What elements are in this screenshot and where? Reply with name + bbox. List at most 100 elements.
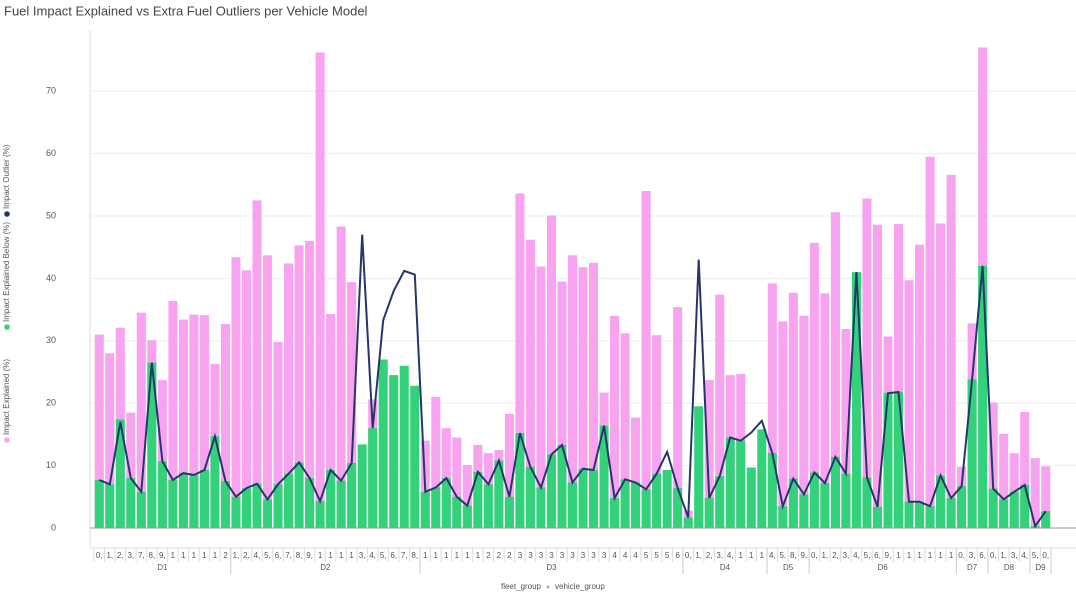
- bar: [988, 402, 998, 529]
- x-tick-label: 1: [202, 551, 207, 560]
- bar: [652, 335, 662, 529]
- bar: [368, 428, 378, 529]
- bar: [599, 425, 609, 529]
- x-tick-label: 1: [739, 551, 744, 560]
- x-tick-label: 3,: [1011, 551, 1018, 560]
- x-tick-label: 3,: [359, 551, 366, 560]
- x-tick-label: 1: [444, 551, 449, 560]
- x-tick-label: 1,: [822, 551, 829, 560]
- bar: [241, 488, 252, 529]
- bar: [536, 266, 546, 529]
- bar: [178, 473, 188, 529]
- x-tick-label: 9,: [159, 551, 166, 560]
- bar: [189, 314, 199, 529]
- bar: [273, 342, 283, 529]
- bar: [578, 267, 588, 529]
- bar: [315, 501, 325, 529]
- x-tick-label: 8,: [411, 551, 418, 560]
- bar: [262, 255, 273, 529]
- bar: [525, 466, 535, 529]
- bar: [578, 468, 588, 529]
- bar: [420, 491, 430, 529]
- legend-label: Impact Explained Below (%): [2, 222, 11, 322]
- bar: [441, 478, 451, 529]
- bar: [1020, 484, 1030, 529]
- x-tick-label: 1: [192, 551, 197, 560]
- bar: [294, 462, 304, 529]
- x-tick-label: 3,: [127, 551, 134, 560]
- x-tick-label: 3: [581, 551, 586, 560]
- bar: [347, 463, 357, 529]
- x-tick-label: 3: [591, 551, 596, 560]
- chart-title: Fuel Impact Explained vs Extra Fuel Outl…: [4, 3, 368, 18]
- bar: [294, 245, 304, 529]
- x-tick-label: 1: [917, 551, 922, 560]
- bar: [431, 487, 441, 529]
- bar: [641, 489, 651, 529]
- group-label: D3: [546, 563, 557, 572]
- bar: [999, 433, 1009, 529]
- bar: [399, 365, 409, 529]
- bar: [925, 506, 935, 529]
- bar: [105, 484, 115, 529]
- x-tick-label: 8,: [790, 551, 797, 560]
- bar: [199, 469, 209, 529]
- x-tick-label: 2: [507, 551, 512, 560]
- x-tick-label: 6,: [874, 551, 881, 560]
- bar: [809, 242, 819, 529]
- x-tick-label: 3: [549, 551, 554, 560]
- bar: [683, 517, 693, 529]
- legend-item: Impact Outlier (%): [2, 144, 11, 217]
- bar: [820, 293, 830, 529]
- bar: [946, 174, 956, 529]
- bar: [515, 433, 525, 529]
- bar: [799, 315, 809, 529]
- bar: [452, 437, 462, 529]
- legend-item: Impact Explained (%): [2, 359, 11, 443]
- bar: [389, 375, 399, 529]
- group-label: D4: [720, 563, 731, 572]
- bar: [525, 239, 535, 529]
- bar: [199, 315, 209, 529]
- bar: [210, 436, 220, 529]
- y-tick-label: 60: [46, 148, 56, 158]
- group-label: D5: [783, 563, 794, 572]
- bar: [189, 474, 199, 529]
- bar: [704, 498, 714, 529]
- bar: [715, 294, 725, 529]
- bar: [1041, 466, 1051, 529]
- bar: [336, 226, 346, 529]
- x-tick-label: 5: [644, 551, 649, 560]
- x-tick-label: 7,: [138, 551, 145, 560]
- x-tick-label: 0,: [685, 551, 692, 560]
- bar: [168, 479, 178, 529]
- bar: [1009, 453, 1019, 529]
- bar: [557, 445, 567, 529]
- x-tick-label: 5,: [1032, 551, 1039, 560]
- x-tick-label: 4,: [769, 551, 776, 560]
- x-tick-label: 8,: [149, 551, 156, 560]
- bar: [841, 328, 851, 529]
- bar: [410, 385, 420, 529]
- bar: [610, 315, 620, 529]
- bar: [231, 496, 241, 529]
- bar: [515, 193, 525, 529]
- bar: [378, 359, 388, 529]
- bar: [893, 224, 904, 529]
- bar: [347, 282, 357, 529]
- x-tick-label: 0,: [958, 551, 965, 560]
- bar: [936, 475, 946, 529]
- bar: [336, 480, 346, 529]
- bar: [105, 353, 115, 529]
- bar: [504, 413, 514, 529]
- bar: [326, 313, 336, 529]
- bar: [1041, 511, 1051, 529]
- bar: [462, 505, 472, 529]
- x-tick-label: 1,: [233, 551, 240, 560]
- y-tick-label: 20: [46, 398, 56, 408]
- y-tick-label: 0: [51, 522, 56, 532]
- x-tick-label: 1: [318, 551, 323, 560]
- bar: [978, 265, 988, 529]
- x-tick-label: 7,: [285, 551, 292, 560]
